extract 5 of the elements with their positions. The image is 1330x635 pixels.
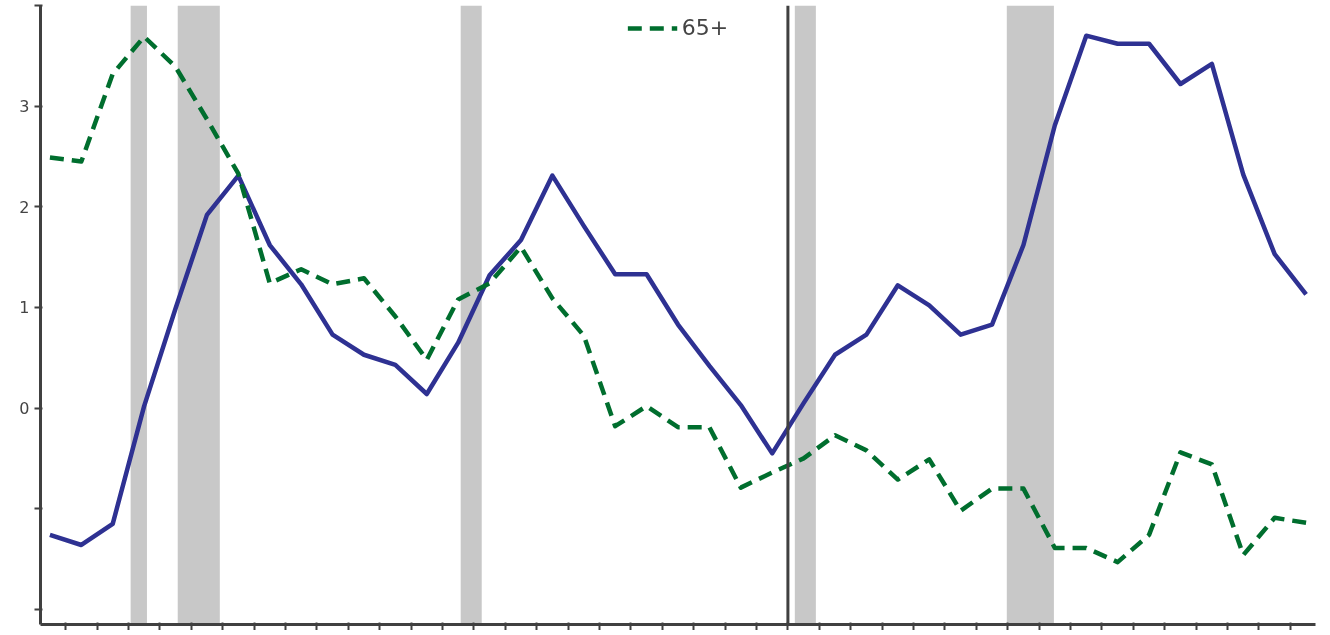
y-tick-label: 3 xyxy=(19,97,30,117)
y-tick-label: 0 xyxy=(19,399,30,419)
y-tick-label: 2 xyxy=(19,197,30,217)
legend-label: 65+ xyxy=(681,15,729,40)
y-tick-label: 1 xyxy=(19,298,30,318)
